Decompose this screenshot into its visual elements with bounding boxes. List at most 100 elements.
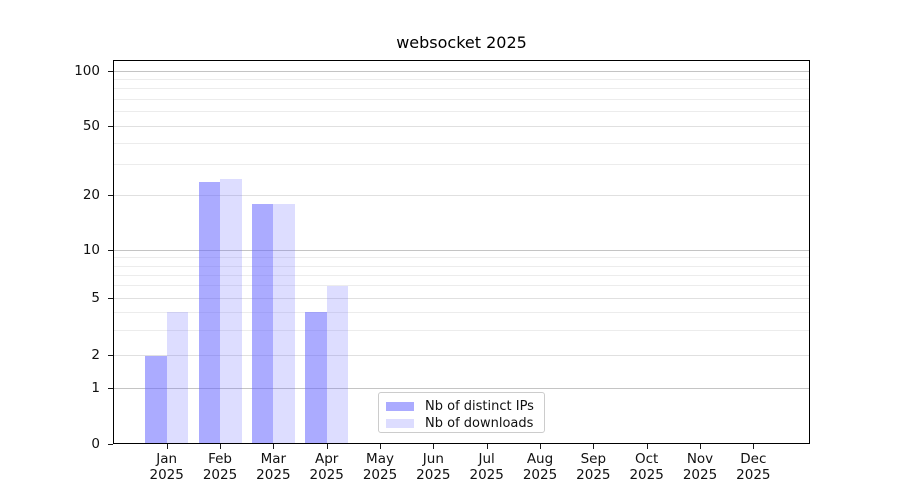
bar-ips-feb [198,181,221,444]
y-gridline-minor [113,78,810,80]
legend-swatch-ips [386,401,414,411]
x-label-month: Oct [634,451,659,467]
y-gridline-labeled-minor [113,355,810,356]
y-tick-20 [108,195,113,197]
x-tick-jun [433,444,435,449]
bar-downloads-jan [166,312,189,444]
y-tick-label-20: 20 [82,187,100,204]
x-label-year: 2025 [362,467,398,483]
y-tick-label-50: 50 [82,117,100,134]
y-gridline-labeled-minor [113,297,810,299]
bar-ips-mar [251,204,274,444]
y-tick-label-0: 0 [91,435,100,452]
x-label-year: 2025 [256,467,291,483]
x-tick-mar [273,444,275,449]
y-tick-label-1: 1 [91,379,100,396]
x-label-year: 2025 [202,467,238,483]
chart-title: websocket 2025 [396,33,527,52]
bar-ips-apr [305,312,327,444]
y-tick-5 [108,297,113,299]
x-label-year: 2025 [629,467,664,483]
x-label-year: 2025 [522,467,558,483]
x-tick-label-mar: Mar 2025 [241,451,305,483]
y-tick-100 [108,70,113,72]
y-gridline-minor [113,142,810,144]
x-label-month: Sep [580,451,607,467]
x-tick-label-jan: Jan 2025 [135,451,199,483]
x-tick-label-dec: Dec 2025 [721,451,785,483]
bar-downloads-apr [326,285,349,444]
x-label-month: Jul [478,451,495,467]
y-gridline-minor [113,265,810,267]
y-gridline-minor [113,88,810,90]
x-tick-jul [486,444,488,449]
x-label-year: 2025 [469,467,504,483]
y-gridline-minor [113,274,810,276]
x-tick-label-sep: Sep 2025 [561,451,625,483]
x-label-year: 2025 [416,467,451,483]
legend-entry-ips: Nb of distinct IPs [386,398,536,414]
y-gridline-major [113,387,810,389]
y-gridline-major [113,250,810,252]
x-tick-label-oct: Oct 2025 [615,451,679,483]
x-tick-sep [593,444,595,449]
x-label-month: Nov [686,451,714,467]
x-tick-feb [220,444,222,449]
y-gridline-major [113,70,810,72]
x-tick-label-nov: Nov 2025 [668,451,732,483]
y-tick-10 [108,250,113,252]
legend-label-ips: Nb of distinct IPs [425,398,534,414]
x-tick-dec [753,444,755,449]
y-gridline-minor [113,111,810,113]
legend-label-downloads: Nb of downloads [425,415,534,431]
x-label-year: 2025 [149,467,184,483]
x-label-year: 2025 [736,467,771,483]
x-tick-nov [700,444,701,449]
y-tick-1 [108,387,113,389]
y-tick-label-5: 5 [91,289,100,306]
bar-downloads-mar [273,204,295,444]
x-tick-label-aug: Aug 2025 [508,451,572,483]
y-tick-50 [108,125,113,127]
y-tick-label-10: 10 [82,242,100,259]
y-gridline-minor [113,311,810,313]
x-tick-label-jul: Jul 2025 [455,451,519,483]
x-label-month: Feb [208,451,232,467]
y-gridline-minor [113,257,810,259]
x-label-month: May [366,451,394,467]
y-tick-0 [108,443,113,445]
x-label-month: Jan [156,451,178,467]
x-label-month: Apr [315,451,339,467]
x-label-year: 2025 [682,467,718,483]
x-tick-label-may: May 2025 [348,451,412,483]
x-tick-label-feb: Feb 2025 [188,451,252,483]
x-tick-label-jun: Jun 2025 [401,451,465,483]
y-gridline-labeled-minor [113,125,810,127]
plot-area: Nb of distinct IPs Nb of downloads [108,60,810,449]
x-tick-may [380,444,382,449]
bar-ips-jan [145,355,167,444]
x-label-month: Mar [260,451,287,467]
legend-swatch-downloads [386,418,414,428]
x-label-year: 2025 [576,467,611,483]
y-gridline-minor [113,329,810,331]
y-gridline-minor [113,285,810,287]
y-tick-2 [108,355,113,356]
x-tick-oct [646,444,648,449]
y-gridline-minor [113,98,810,100]
y-tick-label-100: 100 [74,62,100,79]
y-gridline-labeled-minor [113,195,810,197]
x-label-month: Dec [740,451,767,467]
x-label-month: Jun [422,451,444,467]
x-label-month: Aug [526,451,554,467]
x-tick-aug [540,444,541,449]
x-tick-jan [166,444,168,449]
x-label-year: 2025 [309,467,344,483]
y-gridline-minor [113,164,810,166]
x-tick-label-apr: Apr 2025 [295,451,359,483]
legend-entry-downloads: Nb of downloads [386,415,536,431]
bar-downloads-feb [220,178,242,444]
x-tick-apr [326,444,328,449]
legend: Nb of distinct IPs Nb of downloads [378,392,545,433]
